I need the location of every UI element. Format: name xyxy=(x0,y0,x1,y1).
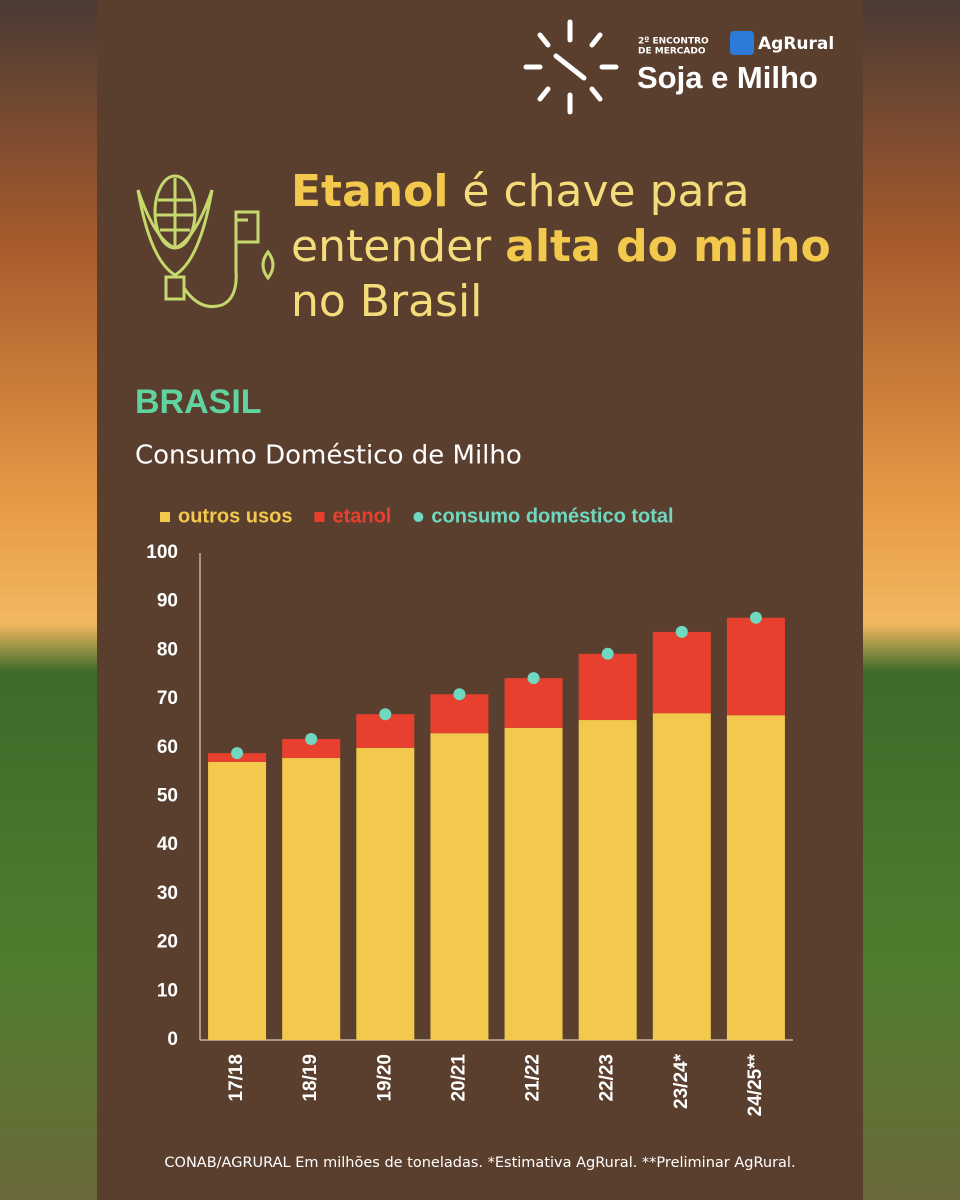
y-tick-label: 60 xyxy=(157,737,178,758)
y-tick-label: 30 xyxy=(157,883,178,904)
headline-text: alta do milho xyxy=(505,221,830,272)
dot xyxy=(527,672,540,685)
y-tick-label: 10 xyxy=(157,980,178,1001)
y-tick-label: 100 xyxy=(146,542,178,563)
headline-line: Etanol é chave para xyxy=(291,166,750,217)
dot xyxy=(601,647,614,660)
x-tick-label: 17/18 xyxy=(226,1054,247,1102)
x-tick-label: 21/22 xyxy=(523,1054,544,1102)
chart-subtitle: Consumo Doméstico de Milho xyxy=(135,441,522,471)
dot xyxy=(453,688,466,701)
headline-text: Etanol xyxy=(291,166,448,217)
plot: 0 10 20 30 40 50 60 70 80 90 100 17/18 18/19 19/20 20/… xyxy=(146,542,793,1116)
x-tick-label: 23/24* xyxy=(671,1053,692,1109)
chart-title: BRASIL xyxy=(135,383,262,421)
dot xyxy=(379,708,392,721)
x-tick-label: 24/25** xyxy=(745,1053,766,1116)
event-line: 2º ENCONTRO xyxy=(638,37,709,47)
event-name: Soja e Milho xyxy=(637,60,818,95)
bar xyxy=(504,678,563,728)
y-tick-label: 70 xyxy=(157,688,178,709)
bar xyxy=(726,715,785,1040)
y-tick-label: 0 xyxy=(167,1029,178,1050)
event-line: DE MERCADO xyxy=(638,47,706,57)
x-tick-label: 22/23 xyxy=(597,1054,618,1102)
legend-label: consumo doméstico total xyxy=(431,505,673,527)
bar xyxy=(652,713,711,1040)
bar xyxy=(578,720,637,1040)
legend: outros usos etanol consumo doméstico total xyxy=(160,505,674,527)
bar xyxy=(282,739,341,759)
dot xyxy=(749,611,762,624)
legend-marker xyxy=(413,512,424,522)
logo-icon xyxy=(523,19,619,115)
headline-line: entender alta do milho xyxy=(291,221,831,272)
brand-icon xyxy=(730,31,754,55)
y-tick-label: 50 xyxy=(157,786,178,807)
x-tick-label: 19/20 xyxy=(374,1054,395,1102)
headline-text: é chave para xyxy=(462,166,749,217)
legend-marker xyxy=(314,512,325,522)
dot xyxy=(305,733,318,746)
legend-marker xyxy=(160,512,170,522)
bar xyxy=(282,758,341,1040)
bar xyxy=(430,694,489,734)
headline-line: no Brasil xyxy=(291,276,482,327)
y-tick-label: 20 xyxy=(157,932,178,953)
x-tick-label: 18/19 xyxy=(300,1054,321,1102)
bar xyxy=(356,747,415,1040)
headline-text: entender xyxy=(291,221,492,272)
bar xyxy=(726,617,785,716)
y-tick-label: 90 xyxy=(157,591,178,612)
bar xyxy=(504,727,563,1040)
bar xyxy=(208,761,267,1040)
bar xyxy=(652,631,711,714)
corn-icon xyxy=(136,174,275,309)
x-tick-label: 20/21 xyxy=(448,1054,469,1102)
dot xyxy=(231,747,244,760)
brand: AgRural xyxy=(758,34,834,54)
y-tick-label: 80 xyxy=(157,639,178,660)
y-tick-label: 40 xyxy=(157,834,178,855)
legend-label: outros usos xyxy=(178,505,292,527)
footnote: CONAB/AGRURAL Em milhões de toneladas. *… xyxy=(164,1155,795,1171)
dot xyxy=(675,625,688,638)
bar xyxy=(430,733,489,1040)
legend-label: etanol xyxy=(332,505,391,527)
headline-text: no Brasil xyxy=(291,276,482,327)
bar xyxy=(578,653,637,721)
